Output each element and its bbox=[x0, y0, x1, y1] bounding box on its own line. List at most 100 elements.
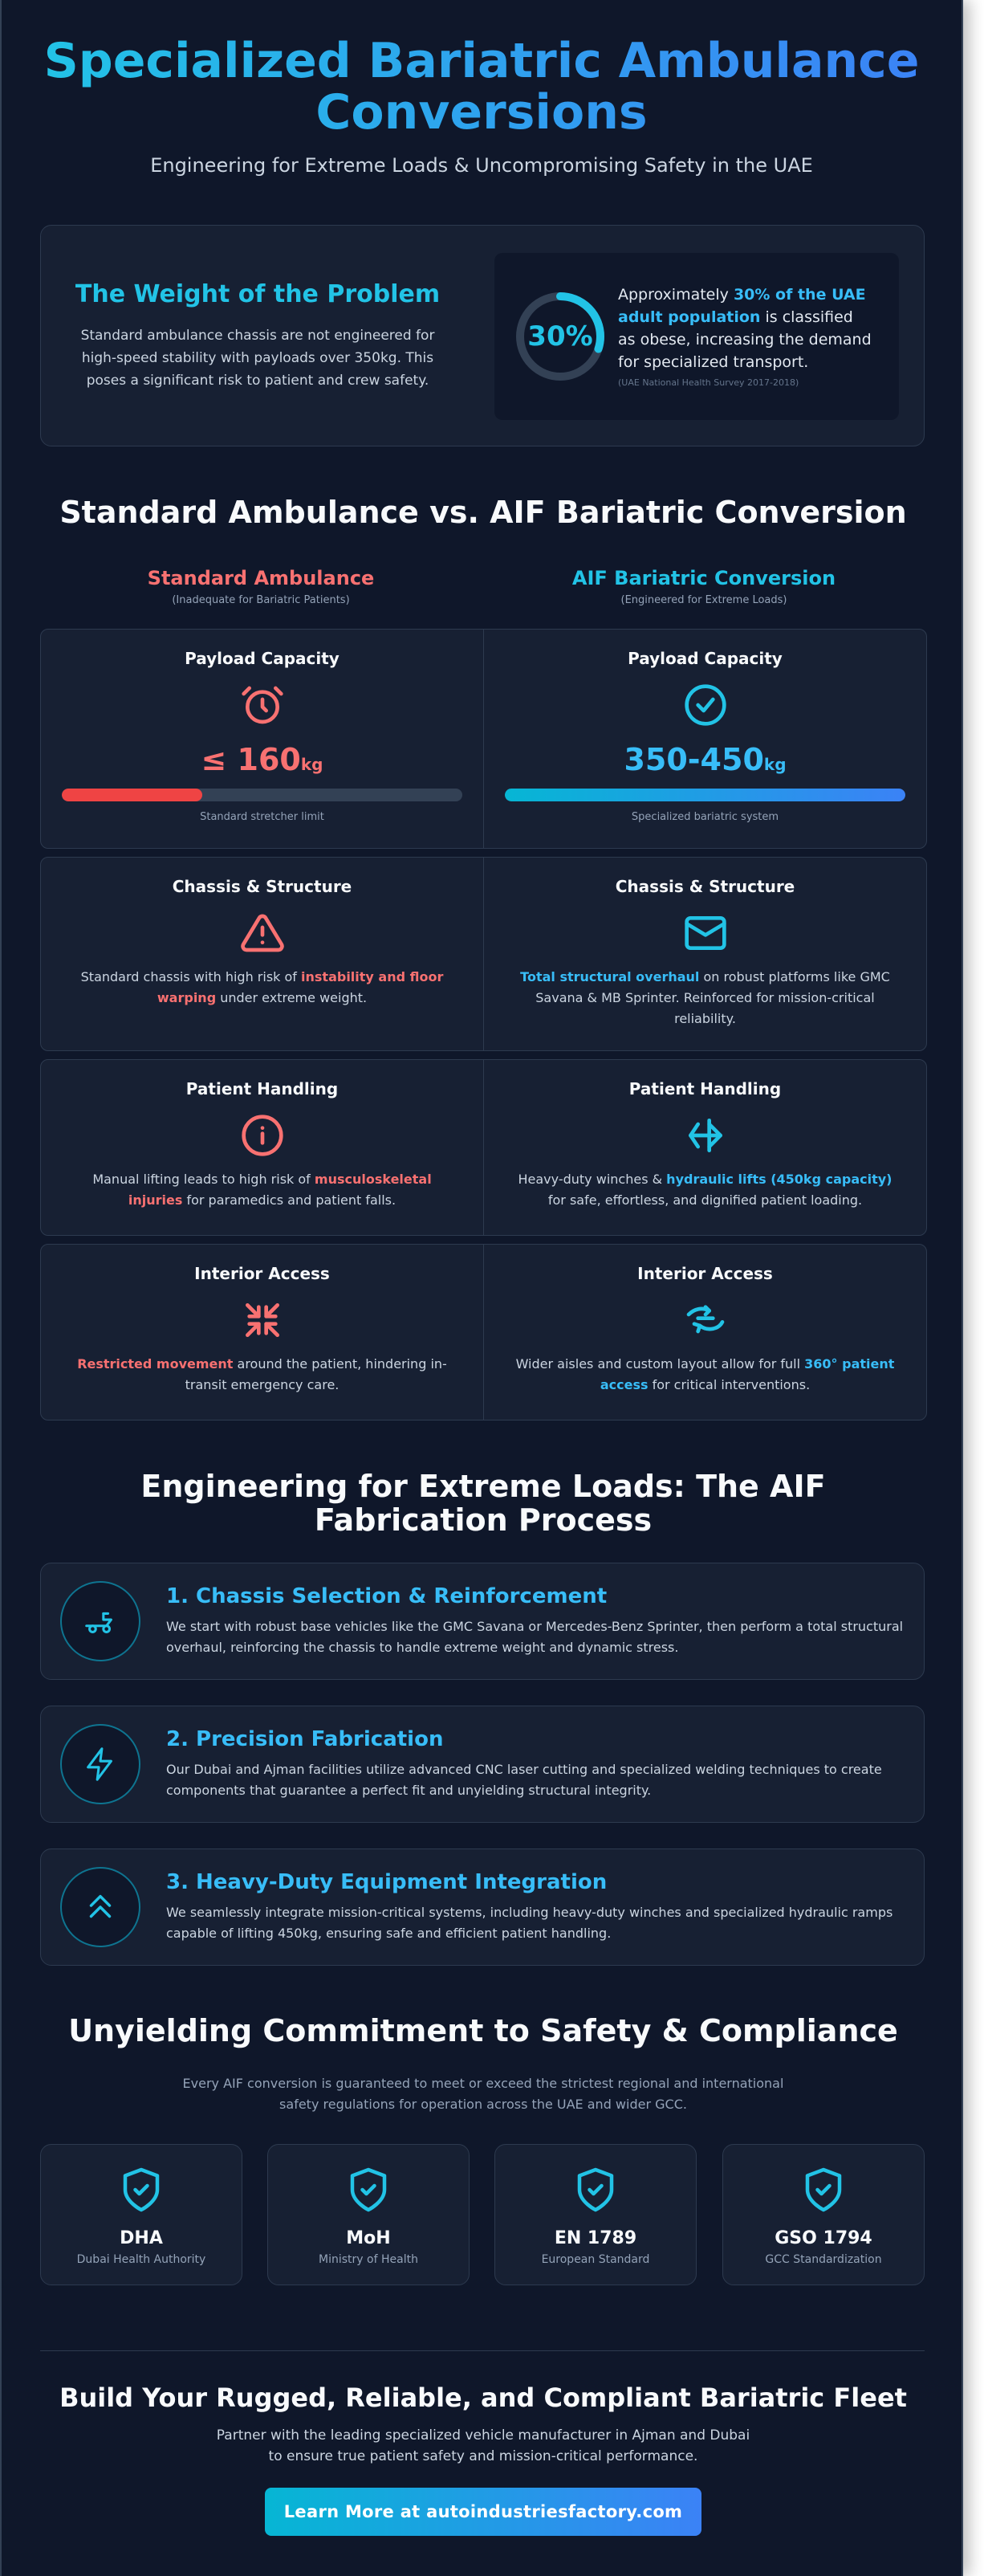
stat-source: (UAE National Health Survey 2017-2018) bbox=[618, 377, 799, 388]
badge-desc: GCC Standardization bbox=[765, 2253, 882, 2266]
aif-access-text: Wider aisles and custom layout allow for… bbox=[484, 1354, 926, 1396]
lightning-bolt-icon bbox=[87, 1747, 112, 1781]
aif-handling-text: Heavy-duty winches & hydraulic lifts (45… bbox=[484, 1169, 926, 1211]
shield-check-icon bbox=[805, 2167, 842, 2212]
desc-post: for safe, effortless, and dignified pati… bbox=[547, 1192, 863, 1208]
desc-pre: Standard chassis with high risk of bbox=[80, 969, 302, 984]
info-circle-icon bbox=[241, 1115, 283, 1156]
standard-access-text: Restricted movement around the patient, … bbox=[41, 1354, 483, 1396]
envelope-icon bbox=[684, 916, 726, 950]
desc-highlight: hydraulic lifts (450kg capacity) bbox=[666, 1172, 893, 1187]
obesity-stat-box: 30% Approximately 30% of the UAE adult p… bbox=[494, 253, 899, 420]
badge-desc: Ministry of Health bbox=[319, 2253, 418, 2266]
aif-payload-unit: kg bbox=[763, 755, 787, 774]
comparison-title: Standard Ambulance vs. AIF Bariatric Con… bbox=[59, 495, 907, 530]
stat-text-pre: Approximately bbox=[618, 286, 734, 304]
aif-chassis-text: Total structural overhaul on robust plat… bbox=[484, 967, 926, 1029]
stat-text-post: is classified as obese, increasing the d… bbox=[618, 308, 872, 371]
standard-payload-number: ≤ 160 bbox=[201, 742, 301, 777]
stat-ring: 30% bbox=[514, 290, 607, 383]
standard-handling-card: Patient Handling Manual lifting leads to… bbox=[40, 1059, 484, 1236]
badge-name: DHA bbox=[120, 2228, 163, 2248]
compliance-badge: EN 1789 European Standard bbox=[494, 2144, 697, 2285]
desc-highlight: Total structural overhaul bbox=[520, 969, 700, 984]
card-title: Payload Capacity bbox=[628, 649, 783, 668]
standard-payload-card: Payload Capacity ≤ 160kg Standard stretc… bbox=[40, 629, 484, 849]
compliance-badge: MoH Ministry of Health bbox=[267, 2144, 470, 2285]
aif-handling-card: Patient Handling Heavy-duty winches & hy… bbox=[483, 1059, 927, 1236]
badge-name: EN 1789 bbox=[554, 2228, 637, 2248]
card-title: Interior Access bbox=[194, 1264, 330, 1283]
aif-payload-fill bbox=[505, 789, 905, 801]
rotate-access-icon bbox=[686, 1305, 724, 1334]
step-title: 3. Heavy-Duty Equipment Integration bbox=[166, 1870, 608, 1894]
hero: Specialized Bariatric Ambulance Conversi… bbox=[2, 0, 962, 177]
standard-chassis-text: Standard chassis with high risk of insta… bbox=[41, 967, 483, 1009]
compliance-badge: DHA Dubai Health Authority bbox=[40, 2144, 242, 2285]
desc-post: around the patient, hindering in-transit… bbox=[185, 1356, 447, 1392]
standard-payload-unit: kg bbox=[300, 755, 323, 774]
shrink-arrows-icon bbox=[245, 1303, 279, 1337]
problem-intro: The Weight of the Problem Standard ambul… bbox=[41, 280, 474, 392]
aif-payload-card: Payload Capacity 350-450kg Specialized b… bbox=[483, 629, 927, 849]
shield-check-icon bbox=[350, 2167, 387, 2212]
page-title: Specialized Bariatric Ambulance Conversi… bbox=[32, 35, 931, 138]
warning-triangle-icon bbox=[240, 914, 284, 952]
double-chevron-up-icon bbox=[89, 1894, 112, 1918]
standard-access-card: Interior Access Restricted movement arou… bbox=[40, 1244, 484, 1420]
desc-post: for critical interventions. bbox=[648, 1377, 811, 1392]
desc-highlight: Restricted movement bbox=[77, 1356, 234, 1372]
compliance-badge: GSO 1794 GCC Standardization bbox=[722, 2144, 925, 2285]
card-title: Patient Handling bbox=[185, 1079, 339, 1098]
card-title: Chassis & Structure bbox=[615, 877, 795, 896]
process-title: Engineering for Extreme Loads: The AIF F… bbox=[140, 1469, 826, 1538]
card-title: Patient Handling bbox=[628, 1079, 782, 1098]
problem-card: The Weight of the Problem Standard ambul… bbox=[40, 225, 925, 446]
infographic-page: Specialized Bariatric Ambulance Conversi… bbox=[0, 0, 963, 2576]
desc-post: under extreme weight. bbox=[216, 990, 368, 1005]
stat-value: 30% bbox=[527, 320, 593, 353]
aif-column-title: AIF Bariatric Conversion bbox=[571, 567, 836, 589]
step-icon-circle bbox=[60, 1724, 140, 1804]
desc-post: on robust platforms like GMC Savana & MB… bbox=[535, 969, 890, 1026]
card-title: Payload Capacity bbox=[185, 649, 340, 668]
aif-chassis-card: Chassis & Structure Total structural ove… bbox=[483, 857, 927, 1051]
standard-column-title: Standard Ambulance bbox=[147, 567, 375, 589]
desc-pre: Heavy-duty winches & bbox=[518, 1172, 667, 1187]
desc-pre: Manual lifting leads to high risk of bbox=[92, 1172, 315, 1187]
step-title: 2. Precision Fabrication bbox=[166, 1727, 444, 1751]
process-step: 1. Chassis Selection & Reinforcement We … bbox=[40, 1563, 925, 1680]
problem-text: Standard ambulance chassis are not engin… bbox=[80, 327, 435, 389]
step-text: Our Dubai and Ajman facilities utilize a… bbox=[166, 1762, 882, 1798]
vehicle-icon bbox=[85, 1612, 112, 1633]
aif-payload-number: 350-450 bbox=[624, 742, 764, 777]
aif-column-header: AIF Bariatric Conversion (Engineered for… bbox=[483, 567, 925, 606]
aif-payload-value: 350-450kg bbox=[484, 742, 926, 777]
compliance-title: Unyielding Commitment to Safety & Compli… bbox=[68, 2013, 898, 2048]
learn-more-button[interactable]: Learn More at autoindustriesfactory.com bbox=[265, 2488, 701, 2536]
card-title: Interior Access bbox=[637, 1264, 773, 1283]
stat-text: Approximately 30% of the UAE adult popul… bbox=[618, 283, 873, 389]
standard-chassis-card: Chassis & Structure Standard chassis wit… bbox=[40, 857, 484, 1051]
step-icon-circle bbox=[60, 1867, 140, 1947]
step-icon-circle bbox=[60, 1581, 140, 1661]
shield-check-icon bbox=[123, 2167, 160, 2212]
clock-alert-icon bbox=[241, 686, 283, 724]
badge-desc: Dubai Health Authority bbox=[76, 2253, 206, 2266]
page-subtitle: Engineering for Extreme Loads & Uncompro… bbox=[150, 154, 813, 177]
aif-payload-bar bbox=[505, 789, 905, 801]
cta-text: Partner with the leading specialized veh… bbox=[216, 2427, 750, 2464]
standard-payload-bar bbox=[62, 789, 462, 801]
check-circle-icon bbox=[684, 684, 726, 726]
card-title: Chassis & Structure bbox=[172, 877, 352, 896]
cta-title: Build Your Rugged, Reliable, and Complia… bbox=[59, 2382, 907, 2413]
problem-title: The Weight of the Problem bbox=[75, 279, 441, 308]
desc-highlight: 360° patient access bbox=[600, 1356, 895, 1392]
standard-payload-value: ≤ 160kg bbox=[41, 742, 483, 777]
desc-pre: Wider aisles and custom layout allow for… bbox=[515, 1356, 805, 1372]
stat-highlight: 30% of the UAE adult population bbox=[618, 286, 866, 326]
badge-desc: European Standard bbox=[541, 2253, 650, 2266]
standard-payload-note: Standard stretcher limit bbox=[200, 811, 324, 823]
step-text: We start with robust base vehicles like … bbox=[166, 1619, 904, 1655]
standard-handling-text: Manual lifting leads to high risk of mus… bbox=[41, 1169, 483, 1211]
